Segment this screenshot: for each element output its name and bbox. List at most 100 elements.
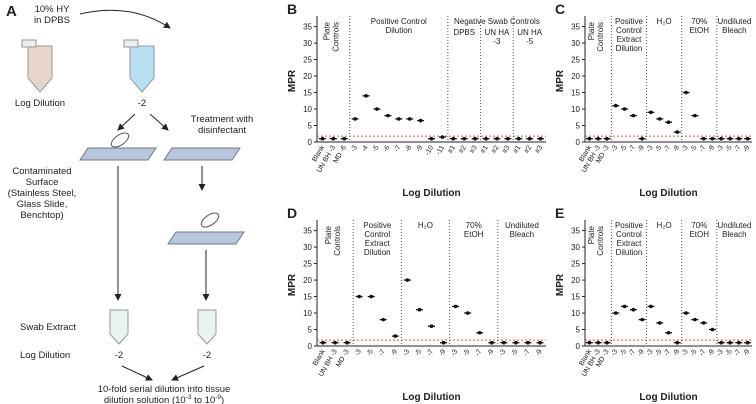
data-point — [462, 136, 467, 141]
x-tick-label: -9 — [486, 348, 495, 357]
data-point — [502, 340, 506, 345]
schematic: A 10% HY in DPBS Log Dilution -2 Contami… — [6, 3, 253, 404]
text: -2 — [203, 350, 211, 361]
group-label: H₂O — [657, 17, 672, 26]
x-tick-label: -7 — [426, 348, 435, 357]
data-point — [381, 317, 386, 322]
group-label: Bleach — [722, 230, 746, 239]
data-point — [684, 311, 688, 315]
data-point — [728, 136, 732, 141]
data-point — [657, 117, 662, 121]
x-tick-label: -10 — [424, 144, 435, 156]
group-label: Plate — [322, 21, 331, 40]
data-point — [649, 304, 653, 309]
x-tick-label: -5 — [366, 348, 375, 357]
group-label: Plate — [587, 21, 596, 40]
text: Glass Slide, — [17, 199, 68, 210]
data-point — [386, 113, 390, 118]
data-point — [345, 340, 349, 345]
group-label: 70% — [466, 221, 482, 230]
arrow — [121, 365, 153, 381]
y-tick-label: 5 — [308, 326, 313, 335]
x-tick-label: #2 — [458, 144, 468, 154]
panel-label: C — [555, 1, 565, 17]
slide — [79, 147, 157, 161]
y-tick-label: 15 — [303, 89, 312, 98]
data-point — [321, 340, 325, 345]
data-point — [710, 136, 715, 141]
data-point — [596, 340, 600, 345]
text: 10-fold serial dilution into tissue — [98, 384, 231, 395]
x-tick-label: -5 — [510, 348, 519, 357]
group-label: Positive — [363, 221, 392, 230]
group-label: EtOH — [689, 26, 709, 35]
text: -2 — [138, 98, 146, 109]
tube — [129, 45, 155, 93]
data-point — [375, 107, 379, 111]
data-point — [489, 340, 494, 345]
swab — [110, 132, 130, 148]
x-tick-label: -6 — [382, 144, 391, 153]
x-tick-label: -5 — [725, 348, 734, 357]
data-point — [657, 321, 662, 325]
y-tick-label: 25 — [571, 260, 580, 269]
data-point — [357, 294, 361, 299]
data-point — [693, 317, 697, 322]
data-point — [407, 117, 412, 121]
group-label: Control — [616, 230, 642, 239]
y-tick-label: 30 — [303, 243, 312, 252]
data-point — [538, 136, 543, 141]
data-point — [710, 327, 715, 332]
y-axis-title: MPR — [555, 273, 566, 296]
y-tick-label: 15 — [571, 89, 580, 98]
x-tick-label: -3 — [498, 348, 507, 357]
x-tick-label: -3 — [716, 348, 725, 357]
data-point — [484, 136, 488, 141]
text: dilution solution (10 — [104, 395, 186, 404]
x-tick-label: -7 — [733, 348, 742, 357]
x-axis-title: Log Dilution — [402, 188, 460, 199]
group-label: H₂O — [418, 221, 433, 230]
x-tick-label: #1 — [447, 144, 457, 154]
data-point — [538, 340, 542, 345]
y-tick-label: 35 — [303, 227, 312, 236]
data-point — [473, 136, 477, 141]
data-point — [666, 331, 671, 335]
data-point — [684, 90, 688, 95]
data-point — [622, 304, 627, 309]
x-tick-label: -9 — [742, 348, 751, 357]
panel-label: D — [287, 205, 297, 221]
group-label: Dilution — [616, 248, 643, 257]
data-point — [587, 136, 592, 141]
group-label: Controls — [331, 22, 340, 52]
y-tick-label: 20 — [571, 276, 580, 285]
data-point — [640, 317, 644, 322]
x-tick-label: -8 — [404, 144, 413, 153]
x-tick-label: -5 — [689, 144, 698, 153]
data-point — [506, 136, 510, 141]
y-tick-label: 10 — [303, 309, 312, 318]
x-tick-label: -7 — [628, 348, 637, 357]
x-tick-label: -7 — [663, 348, 672, 357]
data-point — [745, 136, 750, 141]
x-tick-label: -5 — [654, 348, 663, 357]
x-tick-label: -9 — [637, 144, 646, 153]
x-tick-label: -9 — [637, 348, 646, 357]
group-label: Controls — [333, 226, 342, 256]
x-tick-label: -3 — [350, 144, 359, 153]
y-tick-label: 10 — [571, 105, 580, 114]
data-point — [605, 136, 609, 141]
data-point — [605, 340, 609, 345]
superscript: -9 — [215, 394, 221, 401]
x-axis-title: Log Dilution — [402, 392, 460, 403]
group-label: Undiluted — [505, 221, 539, 230]
data-point — [745, 340, 750, 345]
x-tick-label: -7 — [733, 144, 742, 153]
data-point — [441, 340, 446, 345]
tube — [109, 309, 129, 345]
x-tick-label: #1 — [513, 144, 523, 154]
data-point — [701, 321, 706, 325]
